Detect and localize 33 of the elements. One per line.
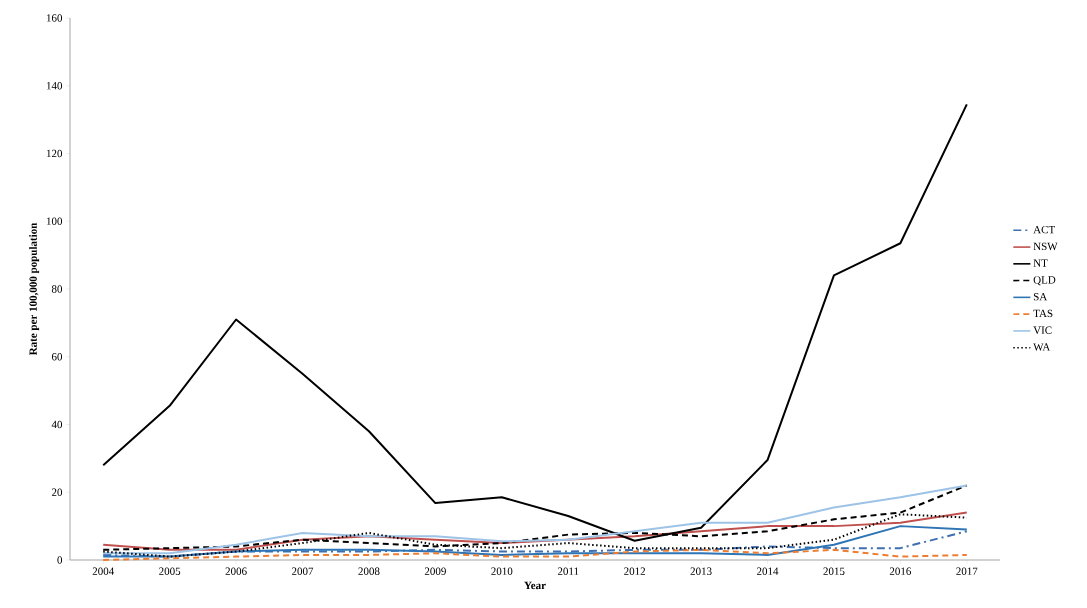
x-tick-label: 2009 xyxy=(424,567,446,575)
y-tick-label: 160 xyxy=(46,14,63,22)
x-tick-label: 2008 xyxy=(358,567,380,575)
legend-label: VIC xyxy=(1033,326,1052,334)
y-tick-label: 20 xyxy=(51,488,63,496)
x-axis-title: Year xyxy=(524,581,546,590)
y-tick-label: 100 xyxy=(46,217,63,225)
y-axis-title: Rate per 100,000 population xyxy=(29,222,40,356)
y-tick-label: 40 xyxy=(51,420,63,429)
x-tick-label: 2007 xyxy=(291,567,314,575)
legend-label: TAS xyxy=(1033,309,1053,318)
x-tick-label: 2012 xyxy=(624,567,646,575)
legend-label: QLD xyxy=(1033,276,1056,286)
x-tick-label: 2013 xyxy=(690,567,712,575)
x-tick-label: 2014 xyxy=(756,567,779,575)
legend-label: NT xyxy=(1033,259,1048,267)
x-tick-label: 2005 xyxy=(159,567,181,575)
legend-label: ACT xyxy=(1033,225,1055,234)
x-tick-label: 2004 xyxy=(92,567,115,575)
x-tick-label: 2006 xyxy=(225,567,247,575)
y-tick-label: 120 xyxy=(46,149,63,158)
x-tick-label: 2011 xyxy=(557,567,579,575)
legend-label: SA xyxy=(1033,292,1048,301)
x-tick-label: 2016 xyxy=(889,567,912,575)
y-tick-label: 80 xyxy=(51,285,63,293)
y-tick-label: 60 xyxy=(51,353,63,361)
legend-label: WA xyxy=(1033,343,1051,351)
x-tick-label: 2010 xyxy=(491,567,513,575)
legend-label: NSW xyxy=(1033,242,1058,251)
x-tick-label: 2015 xyxy=(823,567,845,575)
x-tick-label: 2017 xyxy=(956,567,978,575)
y-tick-label: 0 xyxy=(57,556,63,564)
y-tick-label: 140 xyxy=(46,82,63,90)
